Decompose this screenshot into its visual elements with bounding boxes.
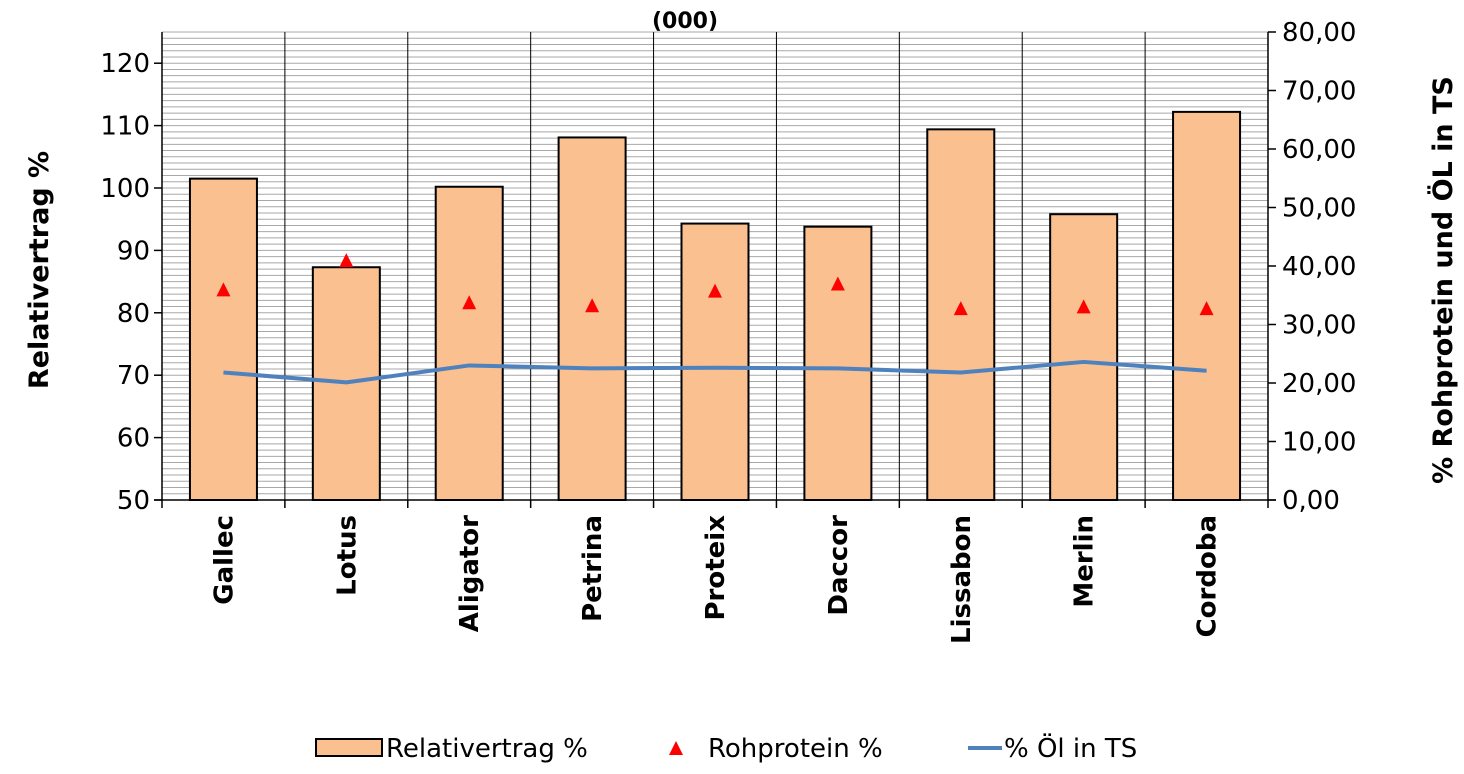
category-label: Lotus — [332, 515, 362, 596]
bar — [188, 177, 258, 501]
legend-label-line: % Öl in TS — [1004, 732, 1137, 764]
y-axis-title: Relativertrag % — [24, 151, 55, 389]
y2-tick-label: 50,00 — [1282, 194, 1356, 224]
protein-marker — [462, 295, 477, 310]
oil-line — [223, 359, 1207, 385]
protein-marker — [953, 301, 968, 316]
chart-title: (000) — [652, 9, 718, 34]
legend-label-bar: Relativertrag % — [386, 734, 588, 764]
category-label: Merlin — [1070, 515, 1100, 608]
y2-tick-label: 30,00 — [1282, 311, 1356, 341]
y2-tick-label: 0,00 — [1282, 486, 1340, 516]
protein-marker — [1076, 299, 1091, 314]
category-label: Cordoba — [1193, 515, 1223, 637]
y-tick-label: 50 — [117, 486, 150, 516]
y-tick-label: 70 — [117, 361, 150, 391]
oil-line-group — [223, 359, 1207, 385]
category-label: Lissabon — [947, 515, 977, 644]
right-axis-ticks: 0,00 10,00 20,00 30,00 40,00 50,00 60,00 70,00 8… — [1268, 18, 1356, 516]
protein-marker — [830, 276, 845, 291]
protein-marker — [585, 298, 600, 313]
y-tick-label: 110 — [100, 112, 150, 142]
y2-axis-title: % Rohprotein und ÖL in TS — [1426, 76, 1459, 484]
left-axis-ticks: 50 60 70 80 90 100 110 120 — [100, 49, 162, 516]
y2-tick-label: 40,00 — [1282, 252, 1356, 282]
y2-tick-label: 10,00 — [1282, 428, 1356, 458]
y-tick-label: 60 — [117, 424, 150, 454]
protein-marker — [1199, 301, 1214, 316]
category-label: Aligator — [455, 515, 485, 632]
category-label: Daccor — [824, 515, 854, 616]
y-tick-label: 120 — [100, 49, 150, 79]
category-label: Proteix — [701, 515, 731, 621]
bar — [557, 136, 627, 501]
category-label: Gallec — [209, 515, 239, 605]
bar — [803, 225, 873, 502]
y2-tick-label: 20,00 — [1282, 369, 1356, 399]
y2-tick-label: 60,00 — [1282, 135, 1356, 165]
bar — [434, 185, 504, 501]
bar — [1049, 213, 1119, 501]
legend-label-marker: Rohprotein % — [708, 734, 883, 764]
protein-markers — [216, 253, 1214, 316]
y-tick-label: 90 — [117, 236, 150, 266]
y2-tick-label: 80,00 — [1282, 18, 1356, 48]
bar — [680, 222, 750, 501]
legend: Relativertrag % Rohprotein % % Öl in TS — [315, 732, 1137, 764]
protein-marker — [216, 282, 231, 297]
legend-swatch-bar — [315, 738, 383, 757]
protein-marker — [339, 253, 354, 268]
category-label: Petrina — [578, 515, 608, 622]
y-tick-label: 100 — [100, 174, 150, 204]
y2-tick-label: 70,00 — [1282, 77, 1356, 107]
protein-marker — [708, 283, 722, 298]
legend-marker-triangle — [669, 741, 683, 755]
y-tick-label: 80 — [117, 299, 150, 329]
category-labels: Gallec Lotus Aligator Petrina Proteix Daccor L… — [209, 515, 1222, 644]
